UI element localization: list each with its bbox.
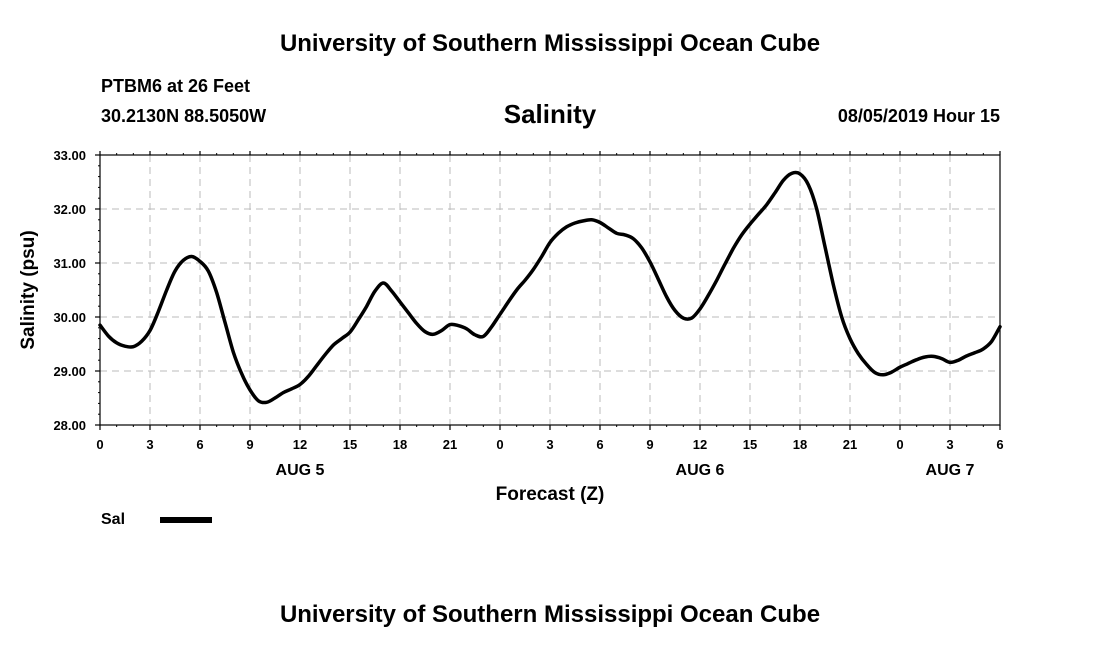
x-tick-label: 15 bbox=[343, 437, 357, 452]
x-tick-label: 21 bbox=[443, 437, 457, 452]
x-tick-label: 9 bbox=[646, 437, 653, 452]
day-label: AUG 7 bbox=[926, 462, 975, 479]
y-tick-label: 32.00 bbox=[53, 202, 86, 217]
x-tick-label: 6 bbox=[596, 437, 603, 452]
x-tick-labels: 0 3 6 9 12 15 18 21 0 3 6 9 12 15 18 21 0 3 6 bbox=[96, 437, 1003, 452]
day-label: AUG 5 bbox=[276, 462, 325, 479]
y-tick-label: 30.00 bbox=[53, 310, 86, 325]
x-tick-label: 3 bbox=[546, 437, 553, 452]
x-tick-label: 3 bbox=[146, 437, 153, 452]
y-tick-label: 28.00 bbox=[53, 418, 86, 433]
forecast-datetime: 08/05/2019 Hour 15 bbox=[837, 106, 1000, 126]
chart-top-title: University of Southern Mississippi Ocean… bbox=[279, 30, 821, 57]
x-tick-label: 6 bbox=[196, 437, 203, 452]
chart-bottom-title: University of Southern Mississippi Ocean… bbox=[279, 601, 821, 628]
salinity-series-line bbox=[98, 170, 1002, 405]
y-tick-labels: 28.00 29.00 30.00 31.00 32.00 33.00 bbox=[53, 148, 86, 433]
day-labels: AUG 5 AUG 6 AUG 7 bbox=[276, 462, 975, 479]
x-tick-label: 0 bbox=[496, 437, 503, 452]
grid-lines bbox=[100, 155, 1000, 425]
x-tick-label: 18 bbox=[393, 437, 407, 452]
legend-label: Sal bbox=[101, 511, 125, 528]
chart-title: Salinity bbox=[503, 99, 597, 129]
y-tick-label: 31.00 bbox=[53, 256, 86, 271]
x-axis-label: Forecast (Z) bbox=[496, 484, 605, 505]
y-tick-label: 33.00 bbox=[53, 148, 86, 163]
x-tick-label: 15 bbox=[743, 437, 757, 452]
x-tick-label: 9 bbox=[246, 437, 253, 452]
y-axis-label: Salinity (psu) bbox=[18, 230, 39, 349]
axis-ticks bbox=[95, 151, 1001, 430]
station-coordinates: 30.2130N 88.5050W bbox=[101, 106, 267, 126]
x-tick-label: 12 bbox=[693, 437, 707, 452]
x-tick-label: 6 bbox=[996, 437, 1003, 452]
x-tick-label: 0 bbox=[96, 437, 103, 452]
day-label: AUG 6 bbox=[676, 462, 725, 479]
y-tick-label: 29.00 bbox=[53, 364, 86, 379]
x-tick-label: 0 bbox=[896, 437, 903, 452]
x-tick-label: 3 bbox=[946, 437, 953, 452]
station-label: PTBM6 at 26 Feet bbox=[101, 76, 251, 96]
x-tick-label: 12 bbox=[293, 437, 307, 452]
x-tick-label: 21 bbox=[843, 437, 857, 452]
x-tick-label: 18 bbox=[793, 437, 807, 452]
plot-frame bbox=[99, 154, 1001, 426]
